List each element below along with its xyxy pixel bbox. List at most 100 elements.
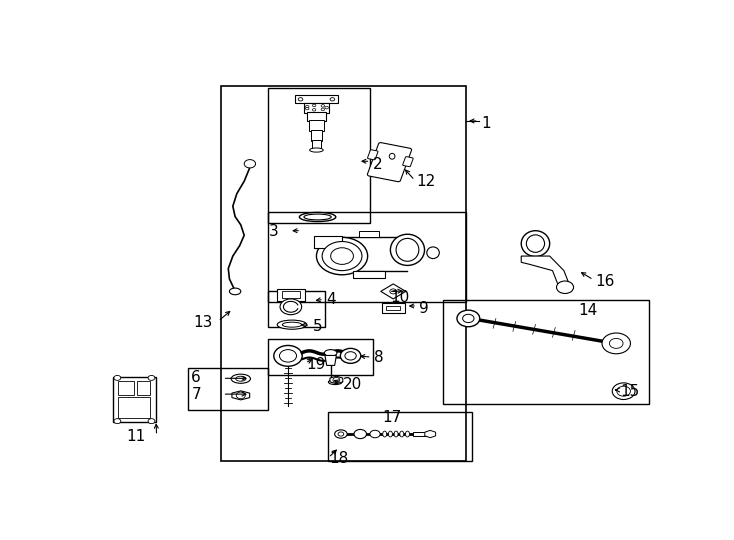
Text: 9: 9 bbox=[419, 301, 429, 315]
Text: 4: 4 bbox=[326, 292, 335, 307]
Text: 20: 20 bbox=[344, 376, 363, 392]
Ellipse shape bbox=[330, 248, 354, 265]
Bar bbox=[359, 231, 379, 238]
Circle shape bbox=[114, 418, 121, 424]
Circle shape bbox=[305, 107, 309, 110]
Bar bbox=[304, 103, 329, 113]
Bar bbox=[137, 381, 150, 395]
Bar bbox=[312, 140, 321, 148]
Circle shape bbox=[114, 375, 121, 380]
Ellipse shape bbox=[324, 349, 337, 356]
Circle shape bbox=[148, 375, 155, 380]
Ellipse shape bbox=[328, 380, 342, 384]
Ellipse shape bbox=[389, 153, 395, 159]
Ellipse shape bbox=[335, 430, 347, 438]
Bar bbox=[268, 292, 325, 327]
Bar bbox=[113, 377, 156, 422]
Bar bbox=[354, 271, 385, 278]
Ellipse shape bbox=[526, 235, 545, 252]
Bar bbox=[268, 212, 466, 302]
Ellipse shape bbox=[236, 376, 246, 381]
Text: 10: 10 bbox=[390, 290, 410, 305]
Circle shape bbox=[457, 310, 480, 327]
Bar bbox=[309, 120, 324, 131]
Circle shape bbox=[313, 109, 316, 111]
Circle shape bbox=[345, 352, 356, 360]
Bar bbox=[295, 95, 338, 104]
Text: 17: 17 bbox=[382, 410, 401, 425]
Text: 3: 3 bbox=[269, 224, 279, 239]
Bar bbox=[268, 339, 374, 375]
Text: 8: 8 bbox=[374, 350, 384, 366]
Circle shape bbox=[609, 339, 623, 348]
Circle shape bbox=[602, 333, 631, 354]
Ellipse shape bbox=[230, 288, 241, 295]
Circle shape bbox=[148, 418, 155, 424]
Circle shape bbox=[280, 349, 297, 362]
Ellipse shape bbox=[521, 231, 550, 256]
Ellipse shape bbox=[400, 431, 404, 437]
Text: 14: 14 bbox=[578, 302, 597, 318]
FancyBboxPatch shape bbox=[403, 157, 413, 167]
Circle shape bbox=[280, 299, 302, 315]
Ellipse shape bbox=[338, 432, 344, 436]
Ellipse shape bbox=[388, 431, 393, 437]
Bar bbox=[277, 289, 305, 301]
Circle shape bbox=[274, 346, 302, 366]
Circle shape bbox=[341, 348, 361, 363]
Ellipse shape bbox=[405, 431, 410, 437]
Text: 6: 6 bbox=[192, 370, 201, 385]
Bar bbox=[313, 236, 342, 248]
Circle shape bbox=[333, 377, 340, 382]
Bar bbox=[443, 300, 649, 404]
Text: 7: 7 bbox=[192, 387, 201, 402]
FancyBboxPatch shape bbox=[368, 143, 412, 181]
Bar bbox=[268, 87, 371, 223]
Ellipse shape bbox=[316, 238, 368, 275]
Ellipse shape bbox=[382, 431, 387, 437]
Bar bbox=[310, 131, 322, 141]
Polygon shape bbox=[425, 430, 436, 438]
Bar bbox=[189, 368, 268, 410]
Circle shape bbox=[462, 314, 474, 322]
Text: 19: 19 bbox=[307, 357, 326, 372]
Circle shape bbox=[321, 108, 324, 111]
Ellipse shape bbox=[283, 322, 302, 327]
Circle shape bbox=[325, 106, 328, 109]
Bar bbox=[222, 85, 466, 461]
Text: 15: 15 bbox=[621, 384, 640, 399]
Bar bbox=[118, 381, 134, 395]
Text: 11: 11 bbox=[126, 429, 145, 444]
Circle shape bbox=[556, 281, 573, 293]
Polygon shape bbox=[521, 256, 570, 285]
Bar bbox=[382, 302, 404, 313]
Ellipse shape bbox=[426, 247, 440, 259]
Text: 13: 13 bbox=[193, 315, 212, 330]
Circle shape bbox=[321, 105, 324, 107]
Bar bbox=[282, 292, 300, 298]
Polygon shape bbox=[330, 376, 343, 384]
Circle shape bbox=[236, 392, 245, 399]
Text: 16: 16 bbox=[595, 274, 614, 288]
Circle shape bbox=[305, 105, 309, 108]
Ellipse shape bbox=[370, 430, 380, 438]
Bar bbox=[413, 432, 430, 436]
Ellipse shape bbox=[304, 214, 331, 220]
FancyBboxPatch shape bbox=[368, 150, 378, 160]
Polygon shape bbox=[381, 284, 406, 299]
Text: 18: 18 bbox=[330, 451, 349, 467]
Ellipse shape bbox=[396, 238, 419, 261]
Ellipse shape bbox=[231, 374, 250, 383]
Ellipse shape bbox=[322, 241, 362, 271]
Ellipse shape bbox=[394, 431, 398, 437]
Text: 12: 12 bbox=[416, 174, 435, 188]
Text: 5: 5 bbox=[313, 319, 322, 334]
Polygon shape bbox=[325, 355, 336, 366]
Bar bbox=[328, 412, 472, 461]
Circle shape bbox=[298, 98, 303, 101]
Circle shape bbox=[330, 98, 335, 101]
Circle shape bbox=[390, 289, 396, 294]
Bar bbox=[386, 306, 400, 310]
Polygon shape bbox=[232, 391, 250, 400]
Bar bbox=[308, 112, 326, 121]
